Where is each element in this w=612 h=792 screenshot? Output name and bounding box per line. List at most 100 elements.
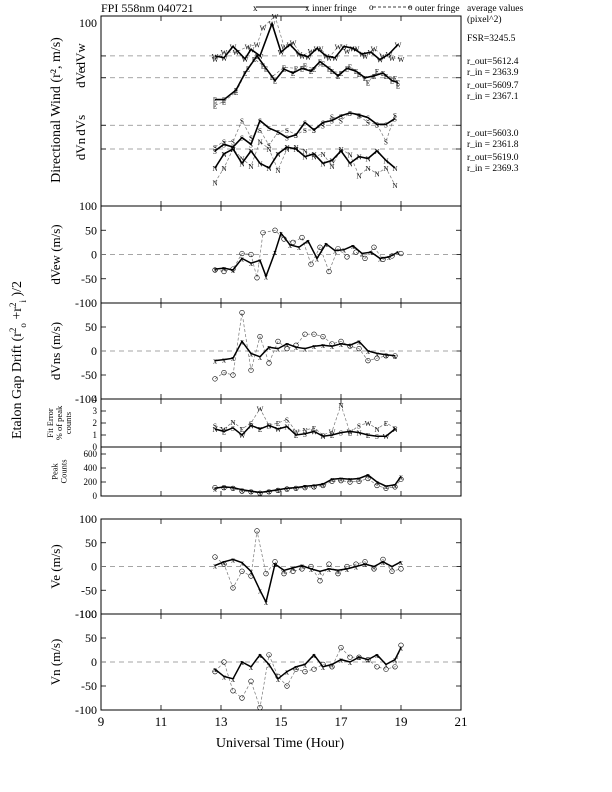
- y-tick-label: 50: [85, 223, 97, 237]
- y-tick-label: 50: [85, 320, 97, 334]
- series-line-inner-E: [215, 54, 399, 101]
- data-point-inner: x: [294, 663, 298, 672]
- data-point-outer: [230, 688, 236, 694]
- data-point: E: [366, 432, 370, 440]
- data-point: N: [239, 156, 244, 164]
- data-point: E: [294, 65, 298, 73]
- data-point: N: [284, 146, 289, 154]
- data-point-inner: x: [399, 558, 403, 567]
- data-point-outer: [212, 485, 218, 491]
- data-point-inner: x: [282, 566, 286, 575]
- y-tick-label: 600: [84, 449, 98, 459]
- data-point: S: [285, 416, 289, 424]
- data-point: E: [300, 65, 304, 73]
- data-point-inner: x: [309, 565, 313, 574]
- data-point-inner: x: [393, 481, 397, 490]
- data-point-outer: [365, 475, 371, 482]
- data-point-outer: [317, 244, 323, 250]
- data-point-outer: [311, 331, 317, 337]
- data-point-outer: [257, 704, 263, 711]
- data-point: W: [257, 53, 264, 61]
- series-line-outer: [214, 645, 402, 708]
- data-point: S: [339, 113, 343, 121]
- data-point: S: [384, 121, 388, 129]
- data-point: N: [257, 160, 262, 168]
- data-point-inner: x: [312, 651, 316, 660]
- data-point-outer: [308, 261, 314, 267]
- data-point: S: [294, 132, 298, 140]
- data-point: N: [329, 163, 334, 171]
- y-axis-label: Vn (m/s): [48, 639, 63, 686]
- data-point-outer: [347, 343, 353, 349]
- data-point: W: [257, 406, 264, 414]
- data-point-inner: x: [321, 663, 325, 672]
- data-point-inner: x: [324, 240, 328, 249]
- data-point-outer: [320, 334, 326, 340]
- data-point-outer: [362, 255, 368, 261]
- data-point-outer: [239, 250, 245, 257]
- data-point-inner: x: [387, 253, 391, 262]
- data-point: N: [392, 165, 397, 173]
- data-point-inner: x: [390, 563, 394, 572]
- data-point-inner: x: [366, 656, 370, 665]
- data-point-inner: x: [321, 480, 325, 489]
- avg-r-in-3: r_in = 2361.8: [467, 140, 519, 150]
- data-point: W: [317, 45, 324, 53]
- data-point: W: [296, 51, 303, 59]
- series-line-inner: [214, 558, 402, 605]
- data-point: N: [230, 146, 235, 154]
- data-point-outer: [365, 656, 371, 663]
- data-point: N: [338, 146, 343, 154]
- data-point: E: [273, 78, 277, 86]
- data-point-outer: [254, 528, 260, 534]
- data-point-inner: x: [249, 487, 253, 496]
- data-point-outer: [299, 234, 305, 241]
- series-line-outer-S: [214, 112, 396, 148]
- data-point: E: [384, 73, 388, 81]
- data-point: E: [222, 97, 226, 105]
- y-axis-label: Peak: [50, 462, 60, 479]
- data-point-inner: x: [231, 675, 235, 684]
- panels: Directional Wind (r², m/s)100100dVwdVedV…: [45, 13, 468, 729]
- data-point-inner: x: [312, 342, 316, 351]
- y-tick-label: -50: [81, 368, 97, 382]
- data-point: W: [386, 51, 393, 59]
- data-point: S: [384, 138, 388, 146]
- avg-values-list: r_out=5612.4r_in = 2363.9r_out=5609.7r_i…: [467, 57, 519, 174]
- data-point-inner: x: [393, 656, 397, 665]
- data-point-outer: [239, 568, 245, 574]
- data-point: W: [344, 48, 351, 56]
- data-point-outer: [356, 346, 362, 352]
- data-point: E: [363, 75, 367, 83]
- data-point: W: [314, 45, 321, 53]
- data-point: E: [240, 426, 244, 434]
- data-point-inner: x: [375, 478, 379, 487]
- y-tick-label: 50: [85, 536, 97, 550]
- data-point-inner: x: [267, 660, 271, 669]
- data-point-inner: x: [303, 660, 307, 669]
- y-tick-label: 100: [79, 512, 97, 526]
- plot-frame: [100, 398, 462, 448]
- data-point: N: [365, 156, 370, 164]
- x-tick-label: 9: [98, 714, 105, 729]
- data-point: E: [336, 73, 340, 81]
- data-point-outer: [389, 568, 395, 574]
- data-point-inner: x: [285, 340, 289, 349]
- avg-values-title: average values: [467, 4, 523, 14]
- data-point: W: [383, 433, 390, 441]
- data-point: S: [249, 420, 253, 428]
- data-point-outer: [248, 573, 254, 579]
- y-tick-label: -50: [81, 583, 97, 597]
- data-point-inner: x: [384, 351, 388, 360]
- data-point: E: [393, 75, 397, 83]
- data-point: N: [347, 160, 352, 168]
- data-point: S: [357, 112, 361, 120]
- y-tick-label: 2: [93, 418, 98, 428]
- data-point-inner: x: [357, 337, 361, 346]
- data-point: W: [239, 432, 246, 440]
- data-point-inner: x: [258, 256, 262, 265]
- data-point: E: [234, 89, 238, 97]
- data-point-outer: [374, 482, 380, 489]
- data-point: E: [396, 82, 400, 90]
